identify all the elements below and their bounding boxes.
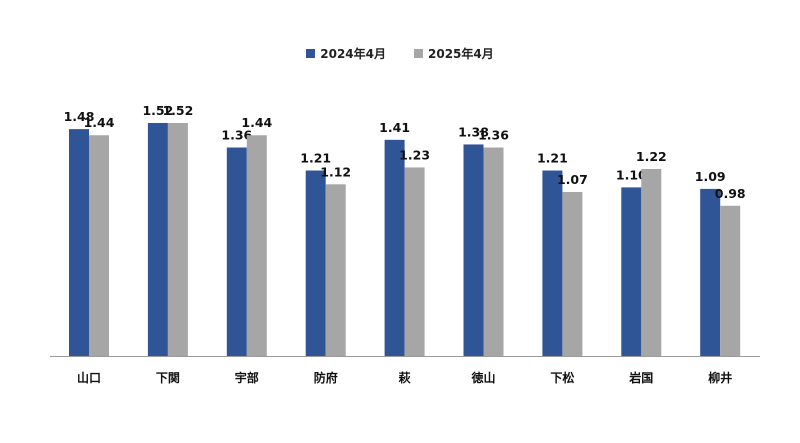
bar-2024-1 (147, 122, 168, 356)
x-tick-label: 徳山 (470, 370, 495, 385)
x-tick-label: 山口 (77, 370, 101, 385)
x-tick-label: 下関 (156, 371, 180, 385)
bar-2024-2 (226, 147, 247, 356)
data-label-2025-8: 0.98 (715, 186, 746, 201)
bar-2024-4 (384, 139, 405, 356)
data-label-2025-3: 1.12 (320, 164, 351, 179)
bar-2025-2 (246, 135, 267, 356)
bar-2025-4 (404, 167, 425, 356)
x-tick-label: 下松 (550, 370, 574, 385)
legend-label-2024: 2024年4月 (320, 47, 386, 61)
legend-item-2025: 2025年4月 (414, 45, 494, 62)
data-label-2025-0: 1.44 (84, 115, 115, 130)
data-label-2024-4: 1.41 (379, 120, 410, 135)
legend: 2024年4月 2025年4月 (0, 45, 800, 62)
bar-2024-0 (69, 129, 89, 356)
bar-2025-1 (167, 122, 188, 356)
data-label-2025-2: 1.44 (241, 115, 272, 130)
bar-2025-8 (720, 205, 741, 356)
data-label-2025-6: 1.07 (557, 172, 588, 187)
bar-2025-0 (89, 135, 109, 356)
legend-swatch-2024 (306, 49, 316, 58)
data-label-2024-0: 1.48 (64, 109, 95, 124)
bar-2025-6 (562, 191, 583, 356)
data-label-2024-6: 1.21 (537, 151, 568, 166)
x-tick-label: 萩 (398, 370, 411, 385)
data-label-2024-1: 1.52 (142, 103, 173, 118)
legend-item-2024: 2024年4月 (306, 45, 386, 62)
bar-2025-7 (641, 168, 662, 356)
data-label-2025-5: 1.36 (478, 128, 509, 143)
legend-swatch-2025 (414, 49, 423, 58)
bar-2024-5 (463, 144, 484, 356)
data-label-2024-7: 1.10 (616, 167, 647, 182)
data-label-2025-7: 1.22 (636, 149, 667, 164)
data-label-2025-1: 1.52 (162, 103, 193, 118)
bar-2024-8 (700, 188, 721, 356)
bar-2024-3 (305, 170, 326, 356)
x-tick-label: 防府 (314, 370, 338, 385)
x-tick-label: 柳井 (708, 370, 732, 385)
data-label-2024-3: 1.21 (300, 151, 331, 166)
bar-2024-6 (542, 170, 563, 356)
x-tick-label: 宇部 (235, 370, 259, 385)
x-tick-label: 岩国 (628, 370, 653, 385)
bar-2024-7 (621, 187, 642, 356)
bar-2025-5 (483, 147, 504, 356)
data-label-2024-8: 1.09 (695, 169, 726, 184)
data-label-2024-5: 1.38 (458, 124, 489, 139)
data-label-2024-2: 1.36 (221, 128, 252, 143)
legend-label-2025: 2025年4月 (428, 47, 494, 61)
data-label-2025-4: 1.23 (399, 147, 430, 162)
bar-2025-3 (325, 184, 346, 356)
